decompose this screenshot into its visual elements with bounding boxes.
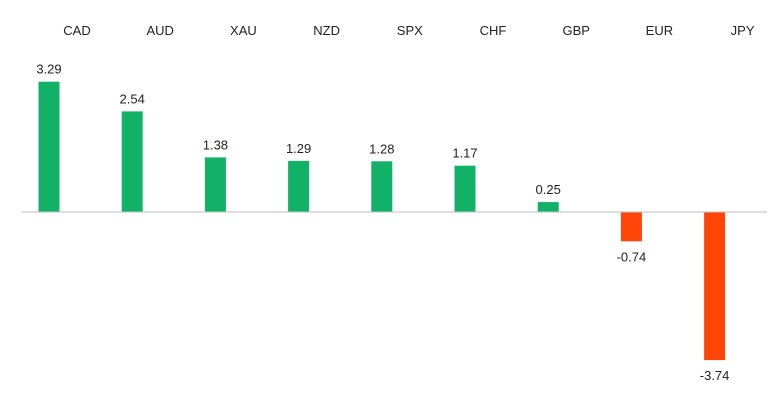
bar-aud <box>121 111 143 212</box>
category-label-nzd: NZD <box>313 23 340 38</box>
data-label-gbp: 0.25 <box>536 182 561 197</box>
category-label-xau: XAU <box>230 23 257 38</box>
category-label-gbp: GBP <box>562 23 589 38</box>
bar-xau <box>204 157 226 212</box>
data-label-eur: -0.74 <box>617 249 647 264</box>
bar-chf <box>454 165 476 212</box>
bar-eur <box>620 212 642 242</box>
bar-gbp <box>537 202 559 212</box>
data-label-spx: 1.28 <box>369 141 394 156</box>
data-label-cad: 3.29 <box>36 62 61 77</box>
data-label-jpy: -3.74 <box>700 368 730 383</box>
category-label-jpy: JPY <box>731 23 755 38</box>
category-label-eur: EUR <box>646 23 673 38</box>
category-label-spx: SPX <box>397 23 423 38</box>
data-label-chf: 1.17 <box>452 146 477 161</box>
bar-spx <box>371 161 393 212</box>
data-label-xau: 1.38 <box>203 137 228 152</box>
category-label-aud: AUD <box>146 23 173 38</box>
category-label-chf: CHF <box>480 23 507 38</box>
bar-nzd <box>288 160 310 212</box>
category-label-cad: CAD <box>63 23 90 38</box>
data-label-aud: 2.54 <box>120 91 145 106</box>
data-label-nzd: 1.29 <box>286 141 311 156</box>
bar-jpy <box>704 212 726 361</box>
bar-cad <box>38 81 60 212</box>
